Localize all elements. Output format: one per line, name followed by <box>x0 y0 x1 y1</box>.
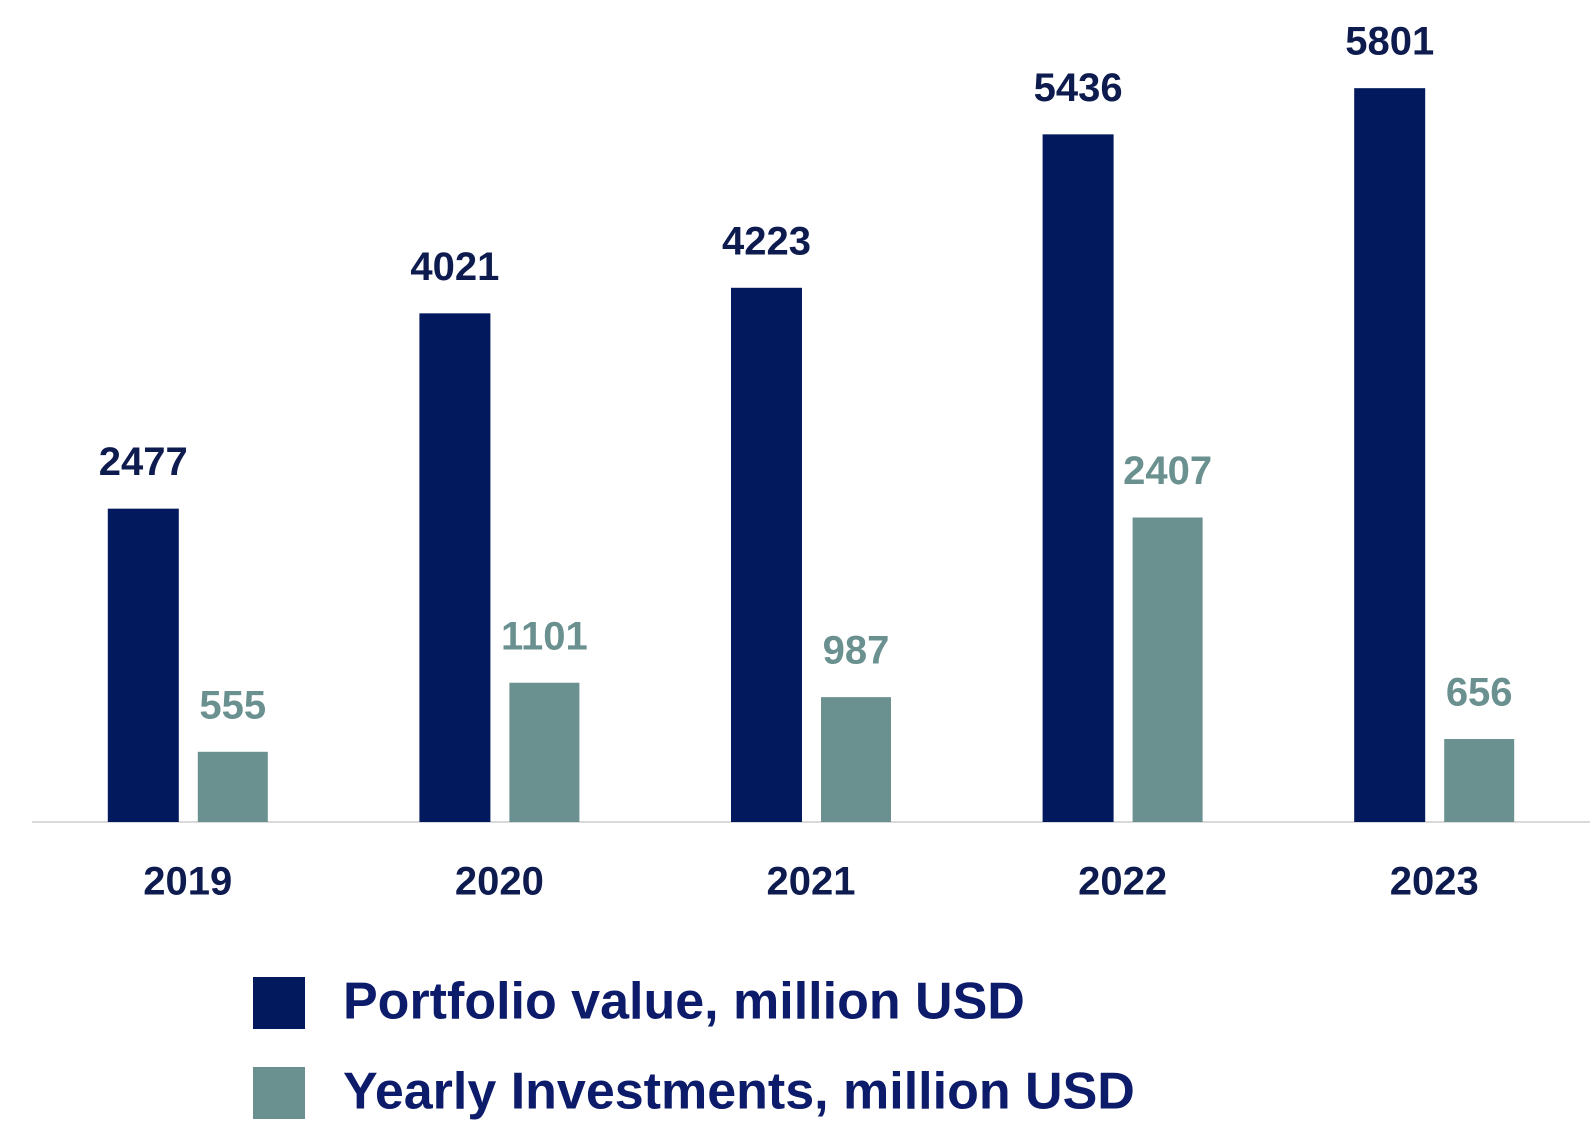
data-label: 656 <box>1446 671 1513 715</box>
data-label: 4021 <box>410 245 499 289</box>
x-tick-label: 2022 <box>1078 860 1167 904</box>
bar <box>731 287 802 822</box>
legend-label: Yearly Investments, million USD <box>343 1063 1135 1121</box>
bar <box>1354 88 1426 822</box>
data-label: 555 <box>199 683 266 727</box>
data-label: 5436 <box>1034 66 1123 110</box>
data-label: 2407 <box>1123 449 1212 493</box>
bar <box>1042 134 1114 822</box>
data-label: 5801 <box>1345 20 1434 64</box>
x-tick-label: 2021 <box>767 860 856 904</box>
bar <box>821 697 891 822</box>
bar <box>419 313 491 822</box>
data-label: 1101 <box>501 614 588 658</box>
x-tick-label: 2019 <box>143 860 232 904</box>
legend-label: Portfolio value, million USD <box>343 973 1025 1031</box>
data-label: 2477 <box>99 440 188 484</box>
bar <box>197 751 268 822</box>
bar <box>107 508 179 822</box>
x-tick-label: 2023 <box>1390 860 1479 904</box>
x-tick-label: 2020 <box>455 860 544 904</box>
data-label: 4223 <box>722 219 811 263</box>
data-label: 987 <box>823 629 890 673</box>
legend-swatch <box>253 977 305 1029</box>
legend-swatch <box>253 1067 305 1119</box>
bar <box>1444 739 1515 822</box>
bar <box>509 682 580 822</box>
bar <box>1132 517 1203 822</box>
